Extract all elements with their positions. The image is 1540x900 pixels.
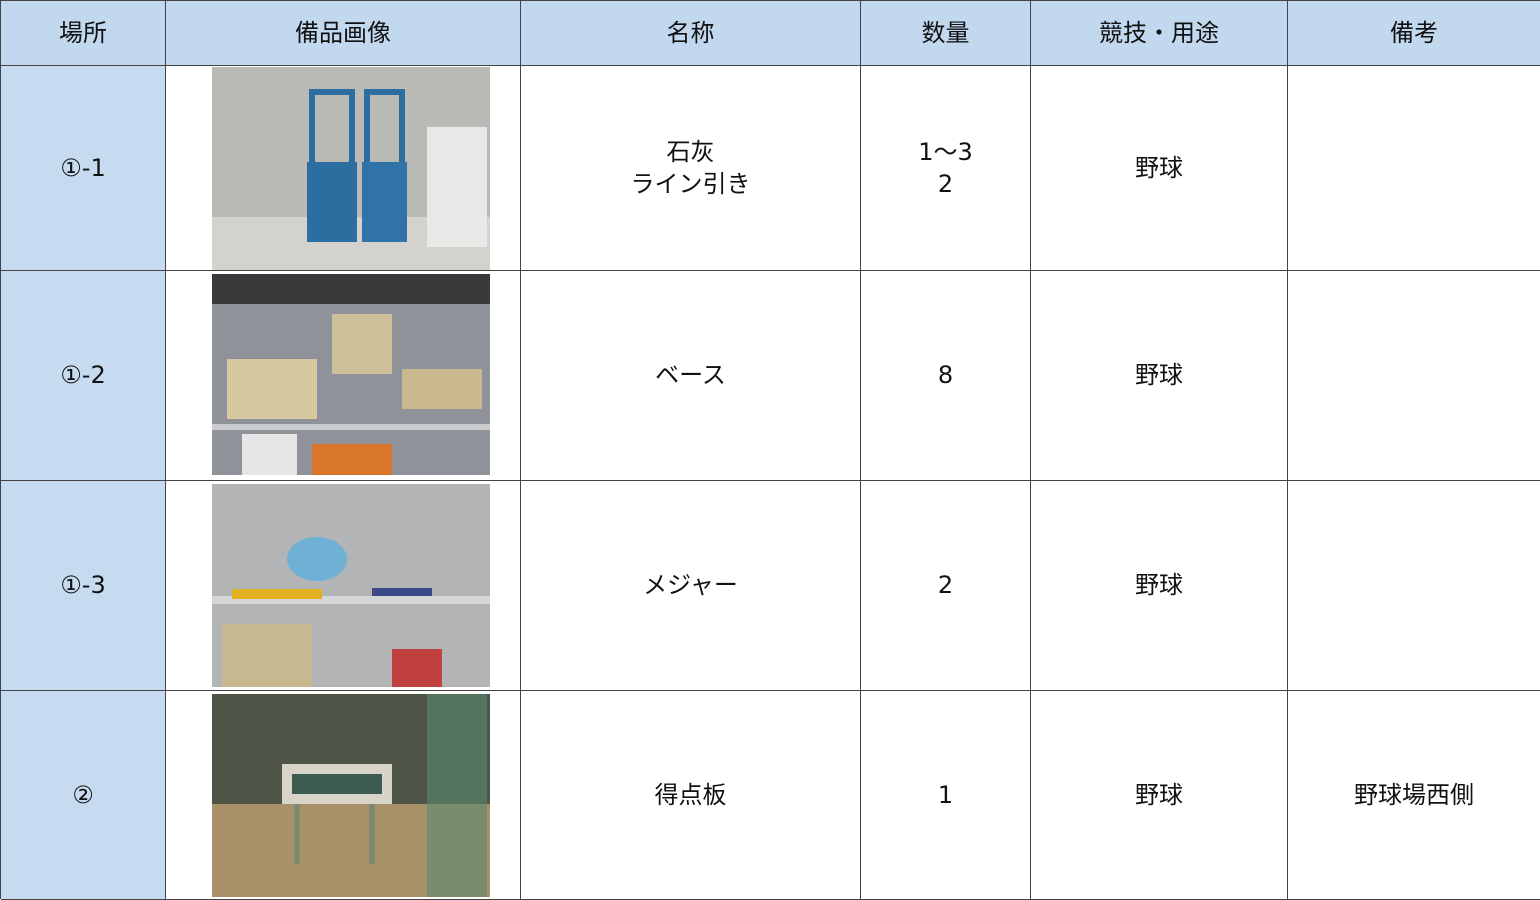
header-cell: 備考: [1288, 1, 1540, 66]
name-text: 得点板: [654, 780, 727, 809]
use-cell: 野球: [1031, 271, 1288, 481]
use-text: 野球: [1135, 780, 1183, 809]
header-cell: 場所: [1, 1, 166, 66]
note-cell: [1288, 66, 1540, 271]
use-text: 野球: [1135, 153, 1183, 182]
place-text: ①-2: [60, 361, 106, 390]
use-text: 野球: [1135, 571, 1183, 600]
equipment-photo: [212, 66, 490, 270]
place-text: ①-1: [60, 153, 106, 182]
header-text: 名称: [666, 18, 715, 47]
use-text: 野球: [1135, 361, 1183, 390]
equipment-photo: [212, 693, 490, 897]
use-cell: 野球: [1031, 691, 1288, 900]
note-cell: [1288, 481, 1540, 691]
name-cell: ベース: [521, 271, 861, 481]
quantity-cell: 1: [861, 691, 1031, 900]
use-cell: 野球: [1031, 481, 1288, 691]
photo-cell: [166, 691, 521, 900]
place-cell: ①-1: [1, 66, 166, 271]
place-cell: ①-2: [1, 271, 166, 481]
note-cell: [1288, 271, 1540, 481]
name-cell: 得点板: [521, 691, 861, 900]
quantity-text: 8: [937, 361, 954, 390]
quantity-text: 2: [937, 571, 954, 600]
quantity-cell: 8: [861, 271, 1031, 481]
header-cell: 数量: [861, 1, 1031, 66]
header-text: 備品画像: [295, 18, 391, 47]
name-text: ライン引き: [630, 170, 751, 198]
quantity-text: 1～3: [918, 137, 973, 166]
quantity-cell: 2: [861, 481, 1031, 691]
name-cell: 石灰 ライン引き: [521, 66, 861, 271]
place-text: ②: [72, 780, 94, 809]
quantity-cell: 1～3 2: [861, 66, 1031, 271]
name-cell: メジャー: [521, 481, 861, 691]
name-text: ベース: [655, 361, 726, 390]
header-cell: 備品画像: [166, 1, 521, 66]
use-cell: 野球: [1031, 66, 1288, 271]
header-text: 場所: [59, 18, 107, 47]
photo-cell: [166, 271, 521, 481]
note-cell: 野球場西側: [1288, 691, 1540, 900]
quantity-text: 2: [937, 170, 954, 198]
header-text: 備考: [1390, 18, 1438, 47]
place-text: ①-3: [60, 571, 106, 600]
header-cell: 名称: [521, 1, 861, 66]
place-cell: ①-3: [1, 481, 166, 691]
header-text: 競技・用途: [1099, 18, 1219, 47]
equipment-photo: [212, 274, 490, 475]
place-cell: ②: [1, 691, 166, 900]
photo-cell: [166, 481, 521, 691]
name-text: メジャー: [643, 571, 738, 600]
name-text: 石灰: [666, 137, 715, 166]
header-cell: 競技・用途: [1031, 1, 1288, 66]
note-text: 野球場西側: [1354, 780, 1474, 809]
quantity-text: 1: [937, 780, 954, 809]
equipment-photo: [212, 484, 490, 687]
photo-cell: [166, 66, 521, 271]
header-text: 数量: [921, 18, 970, 47]
